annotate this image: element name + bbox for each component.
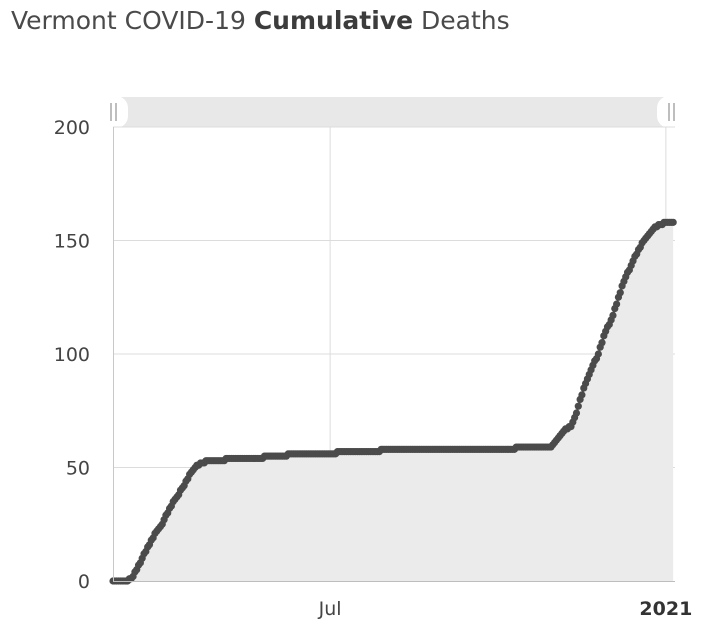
title-bold: Cumulative [253,6,414,35]
navigator-band[interactable] [113,97,675,127]
navigator-handle-left[interactable] [98,96,128,128]
x-axis-ticks: Jul 2021 [318,598,693,620]
title-suffix: Deaths [413,6,510,35]
data-point[interactable] [578,391,586,399]
chart-title: Vermont COVID-19 Cumulative Deaths [11,6,510,35]
axes [113,127,675,582]
data-point[interactable] [669,218,677,226]
data-point[interactable] [609,311,617,320]
area-layer [113,222,674,581]
x-tick-label: Jul [318,598,342,620]
y-tick-label: 100 [54,344,90,366]
data-point[interactable] [574,402,582,410]
data-point[interactable] [616,289,624,297]
y-axis-ticks: 0 50 100 150 200 [54,117,90,593]
grip-handle-icon [110,103,117,121]
y-tick-label: 0 [78,571,90,593]
data-point[interactable] [613,300,621,308]
y-tick-label: 50 [66,458,90,480]
data-point[interactable] [598,339,606,347]
series-area [113,222,674,581]
navigator-handle-right[interactable] [657,96,689,128]
title-prefix: Vermont COVID-19 [11,6,254,35]
y-tick-label: 200 [54,117,90,139]
y-tick-label: 150 [54,231,90,253]
grip-handle-icon [668,103,675,121]
data-point[interactable] [594,350,602,358]
data-point[interactable] [572,409,581,417]
x-tick-label: 2021 [639,598,692,620]
